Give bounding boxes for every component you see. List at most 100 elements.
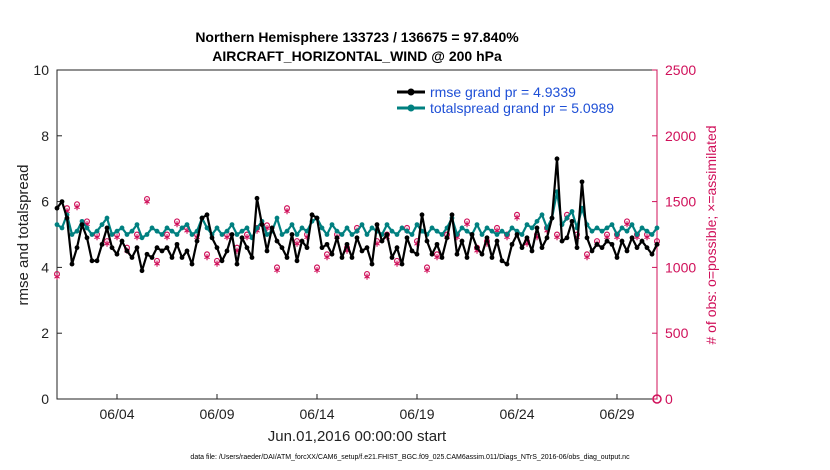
rmse-series-point <box>94 258 100 264</box>
totalspread-series-point <box>239 228 245 234</box>
rmse-series-point <box>459 238 465 244</box>
rmse-series-point <box>129 255 135 260</box>
rmse-series-point <box>604 238 610 244</box>
rmse-series-point <box>409 248 415 254</box>
rmse-series-point <box>264 248 270 254</box>
obs-assimilated-point: ∗ <box>73 202 81 212</box>
totalspread-series-point <box>629 222 635 228</box>
obs-assimilated-point: ∗ <box>273 265 281 275</box>
totalspread-series-point <box>284 228 290 234</box>
obs-assimilated-point: ∗ <box>343 245 351 255</box>
rmse-series-point <box>179 255 185 260</box>
obs-assimilated-point: ∗ <box>163 232 171 242</box>
rmse-series-point <box>644 245 650 251</box>
obs-possible-point <box>274 264 281 271</box>
rmse-series-point <box>469 232 475 237</box>
rmse-series-point <box>204 212 210 218</box>
totalspread-series-point <box>649 232 655 237</box>
rmse-series-point <box>424 238 430 244</box>
rmse-series-point <box>319 245 325 251</box>
obs-assimilated-point: ∗ <box>133 232 141 242</box>
rmse-series-point <box>374 222 380 228</box>
rmse-series-point <box>399 261 405 267</box>
obs-assimilated-point: ∗ <box>623 219 631 229</box>
obs-assimilated-point: ∗ <box>503 232 511 242</box>
totalspread-series-point <box>454 232 460 237</box>
obs-assimilated-point: ∗ <box>323 252 331 262</box>
totalspread-series-point <box>539 212 545 218</box>
obs-possible-point <box>623 218 630 225</box>
rmse-series-point <box>389 255 395 260</box>
obs-possible-point <box>73 201 80 208</box>
totalspread-series-point <box>94 228 100 234</box>
rmse-series-point <box>164 245 170 251</box>
rmse-series-point <box>639 238 645 244</box>
rmse-series-point <box>159 248 165 254</box>
rmse-series-point <box>589 248 595 254</box>
y2-tick-label: 0 <box>665 391 673 407</box>
rmse-series-point <box>69 261 75 267</box>
rmse-series-point <box>404 235 410 241</box>
rmse-series-point <box>549 215 555 221</box>
obs-assimilated-point: ∗ <box>303 232 311 242</box>
totalspread-series-point <box>604 225 610 231</box>
obs-assimilated-point: ∗ <box>203 252 211 262</box>
totalspread-series-point <box>504 232 510 237</box>
obs-assimilated-point: ∗ <box>63 206 71 216</box>
totalspread-series-point <box>529 225 535 231</box>
totalspread-series-point <box>624 228 630 234</box>
y-axis-label: rmse and totalspread <box>15 165 32 306</box>
totalspread-series-point <box>334 228 340 234</box>
totalspread-series-point <box>569 209 575 214</box>
rmse-series-point <box>614 255 620 260</box>
obs-assimilated-point: ∗ <box>583 252 591 262</box>
totalspread-series-point <box>319 225 325 231</box>
rmse-series-point <box>564 235 570 241</box>
totalspread-series-point <box>104 215 110 221</box>
rmse-series-point <box>394 245 400 251</box>
rmse-series-point <box>449 212 455 218</box>
y2-tick-label: 1500 <box>665 194 696 210</box>
totalspread-series-point <box>229 222 235 228</box>
rmse-series-point <box>209 235 215 241</box>
totalspread-series-point <box>84 225 90 231</box>
rmse-series-point <box>104 225 110 231</box>
rmse-series-point <box>429 251 435 257</box>
obs-assimilated-point: ∗ <box>113 232 121 242</box>
totalspread-series-point <box>74 228 80 234</box>
obs-assimilated-point: ∗ <box>103 239 111 249</box>
totalspread-series-point <box>349 232 355 237</box>
totalspread-series-point <box>184 222 190 228</box>
rmse-series-point <box>309 212 315 218</box>
totalspread-series-point <box>59 225 65 231</box>
legend: rmse grand pr = 4.9339 totalspread grand… <box>393 83 651 119</box>
totalspread-series-point <box>399 225 405 231</box>
obs-assimilated-point: ∗ <box>643 232 651 242</box>
obs-possible-point <box>324 251 331 258</box>
rmse-series-point <box>299 238 305 244</box>
totalspread-series-point <box>524 222 530 228</box>
totalspread-series-point <box>149 225 155 231</box>
rmse-series-point <box>489 255 495 260</box>
obs-assimilated-point: ∗ <box>243 232 251 242</box>
legend-spread-label: totalspread grand pr = 5.0989 <box>430 100 614 116</box>
obs-assimilated-point: ∗ <box>213 258 221 268</box>
totalspread-series-point <box>619 225 625 231</box>
totalspread-series-point <box>119 225 125 231</box>
rmse-series-point <box>439 255 445 260</box>
obs-assimilated-point: ∗ <box>143 197 151 207</box>
totalspread-series-point <box>134 222 140 228</box>
totalspread-series-point <box>644 228 650 234</box>
y-tick-label: 10 <box>33 62 49 78</box>
legend-box <box>393 83 651 119</box>
obs-assimilated-point: ∗ <box>313 265 321 275</box>
totalspread-series-point <box>279 232 285 237</box>
rmse-series-point <box>514 232 520 237</box>
x-tick-label: 06/24 <box>499 406 534 422</box>
rmse-series-point <box>99 241 105 247</box>
obs-assimilated-point: ∗ <box>373 239 381 249</box>
obs-possible-point <box>164 231 171 238</box>
rmse-series-point <box>289 232 295 237</box>
totalspread-series-point <box>89 232 95 237</box>
rmse-series-point <box>339 255 345 260</box>
